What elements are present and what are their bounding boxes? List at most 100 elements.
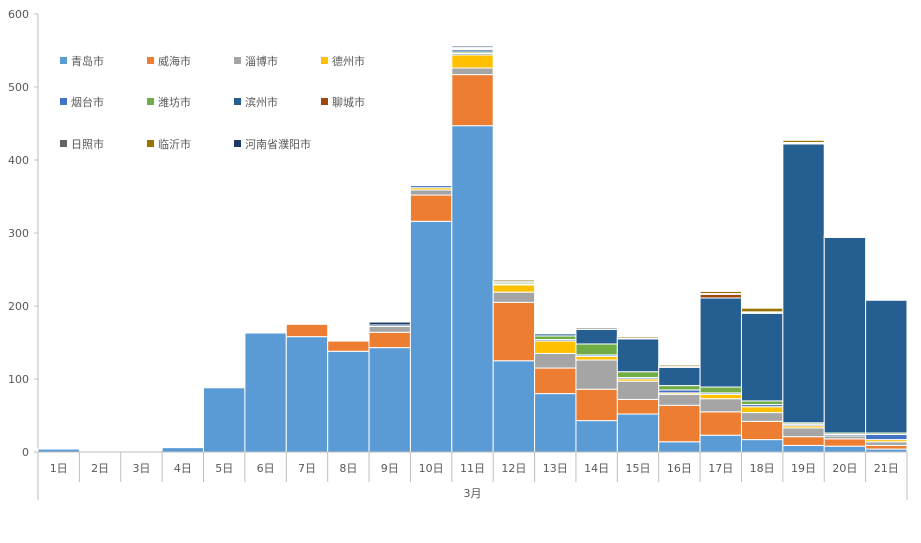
- bar-segment: [699, 393, 742, 400]
- bar-segment: [699, 411, 742, 436]
- legend-swatch: [234, 57, 241, 64]
- bar-segment: [409, 194, 453, 222]
- y-tick-label: 0: [22, 446, 29, 459]
- bar-segment: [658, 366, 701, 387]
- bar-segment: [740, 400, 784, 406]
- bar-segment: [699, 434, 742, 453]
- bar-segment: [575, 359, 618, 390]
- bar-segment: [534, 352, 577, 369]
- x-axis: 1日 2日 3日 4日 5日 6日 7日 8日 9日 10日 11日 12日 13日 14日 15日 16日 1…: [37, 451, 908, 500]
- legend-label: 河南省濮阳市: [245, 137, 311, 151]
- bar-segment: [658, 441, 701, 453]
- y-tick-label: 100: [8, 373, 29, 386]
- legend-label: 淄博市: [245, 54, 278, 68]
- bar-segment: [409, 183, 453, 186]
- bar-segment: [285, 323, 329, 338]
- y-tick-label: 500: [8, 81, 29, 94]
- x-tick-label: 13日: [543, 462, 568, 475]
- bar-segment: [451, 54, 494, 69]
- bar-segment: [740, 307, 784, 313]
- bar-segment: [368, 325, 411, 333]
- y-axis: 0 100 200 300 400 500 600: [8, 8, 39, 459]
- bar-segment: [492, 301, 536, 362]
- legend-label: 日照市: [71, 137, 104, 151]
- legend-swatch: [321, 98, 328, 105]
- legend-swatch: [321, 57, 328, 64]
- x-tick-label: 10日: [419, 462, 444, 475]
- x-tick-label: 21日: [874, 462, 899, 475]
- bar-segment: [616, 338, 660, 373]
- bar-segment: [327, 350, 370, 453]
- bar-segment: [285, 336, 329, 453]
- legend-label: 潍坊市: [158, 95, 191, 109]
- bar-segment: [658, 364, 701, 368]
- bar-segment: [782, 139, 825, 143]
- x-tick-label: 14日: [584, 462, 609, 475]
- bar-segment: [451, 67, 494, 76]
- bar-segment: [699, 386, 742, 394]
- bar-segment: [368, 347, 411, 453]
- bar-segment: [616, 413, 660, 453]
- x-tick-label: 18日: [750, 462, 775, 475]
- bar-segment: [616, 398, 660, 415]
- bar-segment: [616, 380, 660, 400]
- bar-segment: [534, 335, 577, 341]
- x-tick-label: 2日: [91, 462, 109, 475]
- y-tick-label: 600: [8, 8, 29, 21]
- bar-segment: [699, 290, 742, 295]
- x-tick-label: 9日: [381, 462, 399, 475]
- legend-swatch: [234, 98, 241, 105]
- bar-segment: [492, 291, 536, 303]
- bar-segment: [534, 340, 577, 354]
- bar-segment: [409, 189, 453, 196]
- bar-segment: [575, 355, 618, 361]
- bar-segment: [782, 427, 825, 438]
- legend-swatch: [234, 140, 241, 147]
- bar-segment: [740, 406, 784, 414]
- legend-label: 聊城市: [332, 95, 365, 109]
- legend-label: 滨州市: [245, 95, 278, 109]
- bar-segment: [740, 412, 784, 422]
- bar-segment: [740, 439, 784, 453]
- bar-segment: [740, 420, 784, 441]
- bar-segment: [492, 284, 536, 293]
- bar-segment: [865, 441, 908, 446]
- y-tick-label: 300: [8, 227, 29, 240]
- bar-segment: [244, 332, 287, 453]
- y-tick-label: 200: [8, 300, 29, 313]
- x-tick-label: 16日: [667, 462, 692, 475]
- bar-segment: [534, 332, 577, 335]
- legend-swatch: [60, 98, 67, 105]
- bar-segment: [285, 323, 329, 325]
- bar-segment: [575, 420, 618, 453]
- bar-segment: [782, 444, 825, 453]
- x-tick-label: 1日: [50, 462, 68, 475]
- x-tick-label: 6日: [257, 462, 275, 475]
- legend-swatch: [60, 57, 67, 64]
- bar-segment: [492, 360, 536, 453]
- bar-segment: [658, 404, 701, 443]
- legend-label: 青岛市: [71, 54, 104, 68]
- legend-label: 烟台市: [71, 95, 104, 109]
- bar-segment: [865, 444, 908, 450]
- bar-segment: [451, 125, 494, 453]
- x-tick-label: 19日: [791, 462, 816, 475]
- bar-segment: [699, 297, 742, 388]
- bar-segment: [409, 220, 453, 453]
- bar-segment: [534, 367, 577, 395]
- bar-segment: [203, 387, 246, 453]
- x-tick-label: 8日: [339, 462, 357, 475]
- x-tick-label: 7日: [298, 462, 316, 475]
- bar-segment: [492, 279, 536, 282]
- y-tick-label: 400: [8, 154, 29, 167]
- bar-segment: [451, 45, 494, 49]
- bar-segment: [575, 343, 618, 356]
- bar-segment: [161, 447, 205, 453]
- x-tick-label: 17日: [708, 462, 733, 475]
- legend-label: 德州市: [332, 54, 365, 68]
- bar-segment: [616, 336, 660, 339]
- bar-segment: [699, 398, 742, 413]
- legend-swatch: [60, 140, 67, 147]
